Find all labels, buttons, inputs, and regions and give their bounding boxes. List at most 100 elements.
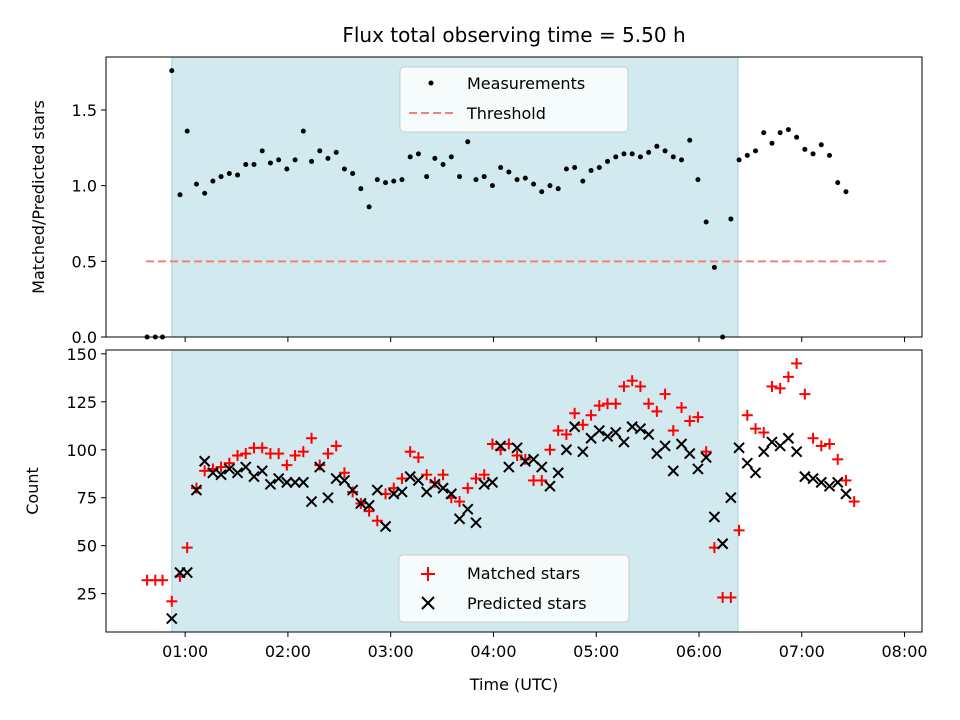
bottom-y-tick-label: 50 <box>77 537 97 556</box>
measurement-point <box>267 160 273 166</box>
predicted-star-point <box>437 482 449 494</box>
matched-star-point <box>314 459 326 471</box>
predicted-star-point <box>610 426 622 439</box>
measurement-point <box>555 186 561 192</box>
measurement-point <box>703 219 709 225</box>
predicted-star-point <box>684 447 696 460</box>
measurement-point <box>621 151 627 157</box>
measurement-point <box>317 148 323 154</box>
matched-star-point <box>840 474 852 486</box>
measurement-point <box>572 164 578 170</box>
predicted-star-point <box>799 470 811 483</box>
predicted-star-point <box>675 438 688 450</box>
predicted-star-point <box>215 468 227 481</box>
matched-star-point <box>330 440 342 452</box>
matched-star-point <box>478 469 490 481</box>
legend-matched-marker <box>421 567 435 581</box>
measurement-point <box>481 174 487 180</box>
matched-star-point <box>577 419 589 431</box>
measurement-point <box>596 164 602 170</box>
predicted-star-point <box>412 474 425 487</box>
matched-star-point <box>240 448 252 460</box>
bottom-panel: 25 50 75 100 125 150 01:00 02:00 03:00 04:00 05:0… <box>23 345 928 694</box>
matched-star-point <box>166 595 178 607</box>
measurement-point <box>654 143 660 149</box>
predicted-star-point <box>733 442 745 454</box>
measurement-point <box>769 140 775 146</box>
matched-star-point <box>684 415 696 427</box>
measurement-point <box>514 177 520 183</box>
measurement-point <box>687 137 693 143</box>
predicted-star-point <box>634 422 647 435</box>
predicted-star-point <box>330 472 342 485</box>
matched-star-point <box>799 388 811 400</box>
measurement-point <box>843 189 849 195</box>
top-panel-frame <box>105 56 923 338</box>
x-tick-label: 04:00 <box>470 642 516 661</box>
measurement-point <box>637 154 643 160</box>
x-tick-label: 08:00 <box>881 642 927 661</box>
predicted-star-point <box>790 445 803 458</box>
measurement-point <box>202 190 208 196</box>
predicted-star-point <box>618 436 630 448</box>
matched-star-point <box>758 426 770 438</box>
matched-star-point <box>462 482 474 494</box>
predicted-star-point <box>289 476 301 489</box>
measurement-point <box>226 171 232 177</box>
measurement-point <box>580 178 586 184</box>
matched-star-point <box>651 405 663 417</box>
matched-star-point <box>774 382 786 394</box>
measurement-point <box>728 216 734 222</box>
predicted-star-point <box>379 520 392 533</box>
measurement-point <box>350 171 356 177</box>
predicted-star-point <box>544 480 556 492</box>
x-tick-label: 02:00 <box>265 642 311 661</box>
measurement-point <box>457 174 463 180</box>
measurement-point <box>531 181 537 187</box>
matched-star-point <box>281 459 293 471</box>
measurement-point <box>835 180 841 186</box>
predicted-star-point <box>166 612 178 625</box>
predicted-star-point <box>667 465 680 477</box>
top-y-axis-label: Matched/Predicted stars <box>29 100 48 294</box>
predicted-star-point <box>536 461 548 473</box>
predicted-star-point <box>396 486 408 498</box>
predicted-star-point <box>840 488 852 500</box>
matched-star-point <box>322 448 334 460</box>
measurement-point <box>679 157 685 163</box>
legend-matched-label: Matched stars <box>467 564 580 583</box>
predicted-star-point <box>198 455 211 467</box>
predicted-star-point <box>519 455 532 467</box>
measurement-point <box>440 161 446 167</box>
measurement-point <box>662 148 668 154</box>
predicted-star-point <box>240 461 252 473</box>
matched-star-point <box>157 574 169 586</box>
measurement-point <box>300 128 306 134</box>
matched-star-point <box>232 450 244 462</box>
matched-star-point <box>371 515 383 527</box>
matched-star-point <box>750 423 762 435</box>
measurement-point <box>358 186 364 192</box>
top-y-tick-label: 1.0 <box>72 177 97 196</box>
measurement-point <box>777 130 783 136</box>
predicted-star-point <box>371 484 384 496</box>
matched-star-point <box>437 469 449 481</box>
measurement-point <box>333 149 339 155</box>
predicted-star-point <box>462 503 474 515</box>
matched-star-point <box>692 411 704 423</box>
measurement-point <box>218 174 224 180</box>
predicted-star-point <box>741 457 753 469</box>
measurement-point <box>736 157 742 163</box>
predicted-star-point <box>626 421 638 433</box>
measurement-point <box>547 183 553 189</box>
measurement-point <box>563 166 569 172</box>
measurement-point <box>473 177 479 183</box>
predicted-star-point <box>181 566 193 579</box>
measurement-point <box>802 146 808 152</box>
matched-star-point <box>807 432 819 444</box>
matched-star-point <box>396 473 408 485</box>
matched-star-point <box>700 446 712 458</box>
measurement-point <box>309 158 315 164</box>
measurement-point <box>251 161 257 167</box>
measurement-point <box>613 154 619 160</box>
